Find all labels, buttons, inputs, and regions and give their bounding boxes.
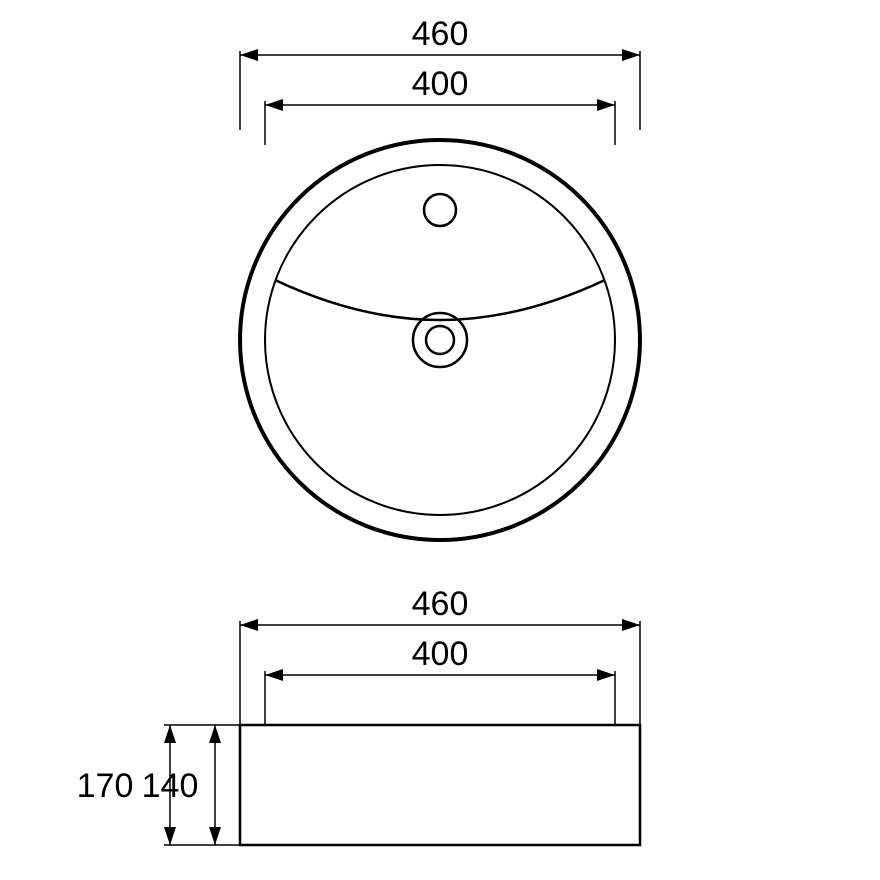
basin-inner-rim — [265, 165, 615, 515]
technical-drawing: 460 400 460 400 170140 — [0, 0, 880, 880]
dimension-label: 400 — [412, 65, 469, 103]
top-view — [240, 140, 640, 540]
dimension-label: 400 — [412, 635, 469, 673]
drain-inner — [426, 326, 454, 354]
basin-outer-rim — [240, 140, 640, 540]
tap-hole — [424, 194, 456, 226]
dimension-label: 460 — [412, 585, 469, 623]
side-view — [240, 725, 640, 845]
dimension-label: 140 — [142, 767, 199, 805]
side-outer-rect — [240, 725, 640, 845]
dimension-label: 460 — [412, 15, 469, 53]
dimension-label: 170 — [77, 767, 134, 805]
